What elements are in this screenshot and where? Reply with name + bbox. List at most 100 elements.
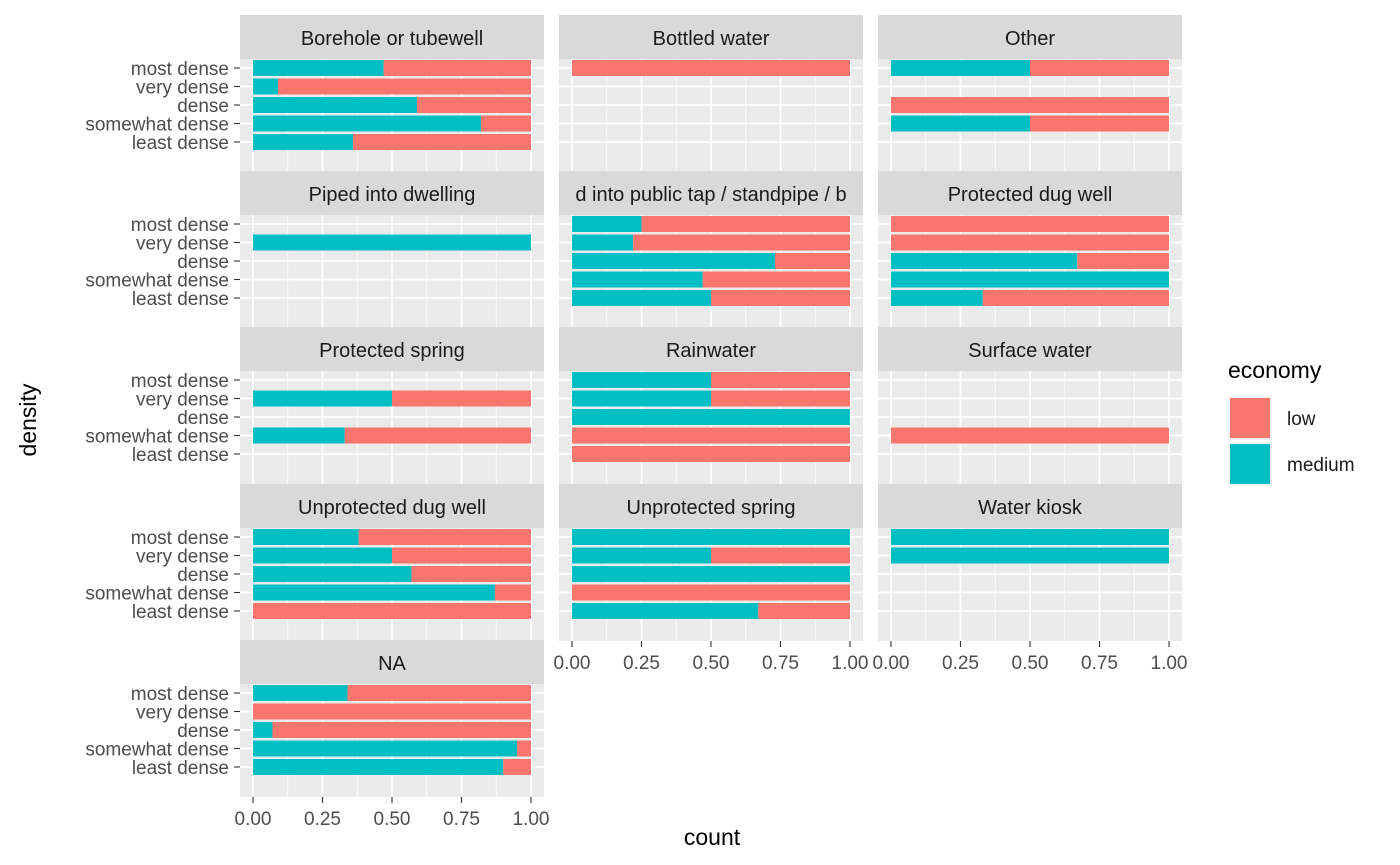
bar-low-dense [417,97,531,113]
bar-low-least-dense [758,603,850,619]
facet-unprotected-spring: Unprotected spring 0.00 0.25 0.50 0.75 1.00 [554,484,869,674]
bar-low-somewhat-dense [344,427,531,444]
bar-low-somewhat-dense [572,584,850,601]
facet-strip-label: NA [378,653,406,675]
facet-strip [240,171,544,215]
bar-medium-very-dense [572,390,711,407]
y-tick-label: least dense [132,445,229,466]
x-tick-label: 0.00 [235,809,272,830]
bar-medium-very-dense [253,78,279,95]
facet-other: Other [878,15,1182,172]
y-tick-label: dense [177,408,229,429]
bar-medium-somewhat-dense [572,271,703,288]
legend-label-medium: medium [1287,455,1355,476]
facet-strip-label: Borehole or tubewell [301,28,483,50]
bar-low-somewhat-dense [480,115,531,132]
bar-medium-somewhat-dense [891,271,1169,288]
facet-strip-label: Other [1005,28,1055,50]
bar-medium-most-dense [572,372,711,388]
y-tick-label: dense [177,565,229,586]
facet-strip-label: Bottled water [653,28,770,50]
y-tick-label: very dense [136,78,229,99]
y-tick-label: most dense [131,215,229,236]
x-tick-label: 0.00 [554,653,591,674]
bar-low-somewhat-dense [572,427,850,444]
x-tick-label: 0.75 [1081,653,1118,674]
bar-medium-very-dense [253,547,392,564]
bar-medium-somewhat-dense [253,740,518,757]
bar-low-dense [774,253,850,269]
bar-low-most-dense [358,529,531,545]
bar-medium-most-dense [253,60,384,76]
bar-medium-most-dense [572,529,850,545]
bar-medium-most-dense [253,529,359,545]
y-tick-label: most dense [131,371,229,392]
facet-strip-label: Rainwater [666,340,756,362]
bar-medium-least-dense [572,290,711,306]
bar-medium-very-dense [253,234,531,251]
y-tick-label: somewhat dense [85,115,229,136]
bar-medium-least-dense [253,134,354,150]
x-tick-label: 0.25 [942,653,979,674]
y-tick-label: dense [177,721,229,742]
legend-key-low [1230,398,1270,438]
y-tick-label: very dense [136,234,229,255]
bar-low-somewhat-dense [494,584,531,601]
bar-medium-dense [253,722,273,738]
bar-medium-most-dense [253,685,348,701]
facet-strip [878,15,1182,59]
x-tick-label: 0.75 [762,653,799,674]
x-tick-label: 0.50 [693,653,730,674]
x-tick-label: 0.00 [873,653,910,674]
bar-low-very-dense [278,78,531,95]
bar-low-very-dense [253,703,531,720]
facet-strip-label: Piped into dwelling [309,184,476,206]
y-tick-label: somewhat dense [85,740,229,761]
y-tick-label: very dense [136,390,229,411]
bar-low-very-dense [633,234,850,251]
bar-low-least-dense [572,446,850,462]
x-tick-label: 1.00 [832,653,869,674]
facet-strip-label: Protected spring [319,340,465,362]
bar-medium-most-dense [572,216,642,232]
facet-strip [559,15,863,59]
facet-strip [878,171,1182,215]
facet-strip [878,484,1182,528]
y-tick-label: most dense [131,684,229,705]
y-tick-label: somewhat dense [85,271,229,292]
facet-strip [559,171,863,215]
bar-low-most-dense [891,216,1169,232]
facet-strip-label: d into public tap / standpipe / b [575,184,846,206]
bar-medium-dense [572,253,775,269]
bar-medium-most-dense [891,60,1030,76]
x-axis-title: count [684,824,741,850]
bar-medium-somewhat-dense [891,115,1030,132]
y-tick-label: least dense [132,602,229,623]
bar-low-very-dense [711,390,850,407]
y-tick-label: somewhat dense [85,584,229,605]
facet-bottled-water: Bottled water [559,15,863,172]
bar-low-somewhat-dense [891,427,1169,444]
facet-strip-label: Unprotected spring [627,497,796,519]
bar-low-least-dense [353,134,531,150]
x-tick-label: 0.25 [304,809,341,830]
x-tick-label: 0.25 [623,653,660,674]
bar-medium-dense [572,409,850,425]
legend-title: economy [1228,357,1322,383]
legend-key-medium [1230,444,1270,484]
bar-medium-dense [253,566,412,582]
bar-medium-somewhat-dense [253,584,495,601]
y-tick-label: least dense [132,133,229,154]
bar-low-least-dense [982,290,1169,306]
bar-low-dense [411,566,531,582]
facet-water-kiosk: Water kiosk 0.00 0.25 0.50 0.75 1.00 [873,484,1187,674]
facet-rainwater: Rainwater [559,327,863,484]
facet-strip-label: Protected dug well [948,184,1113,206]
y-tick-label: very dense [136,703,229,724]
bar-low-dense [891,97,1169,113]
